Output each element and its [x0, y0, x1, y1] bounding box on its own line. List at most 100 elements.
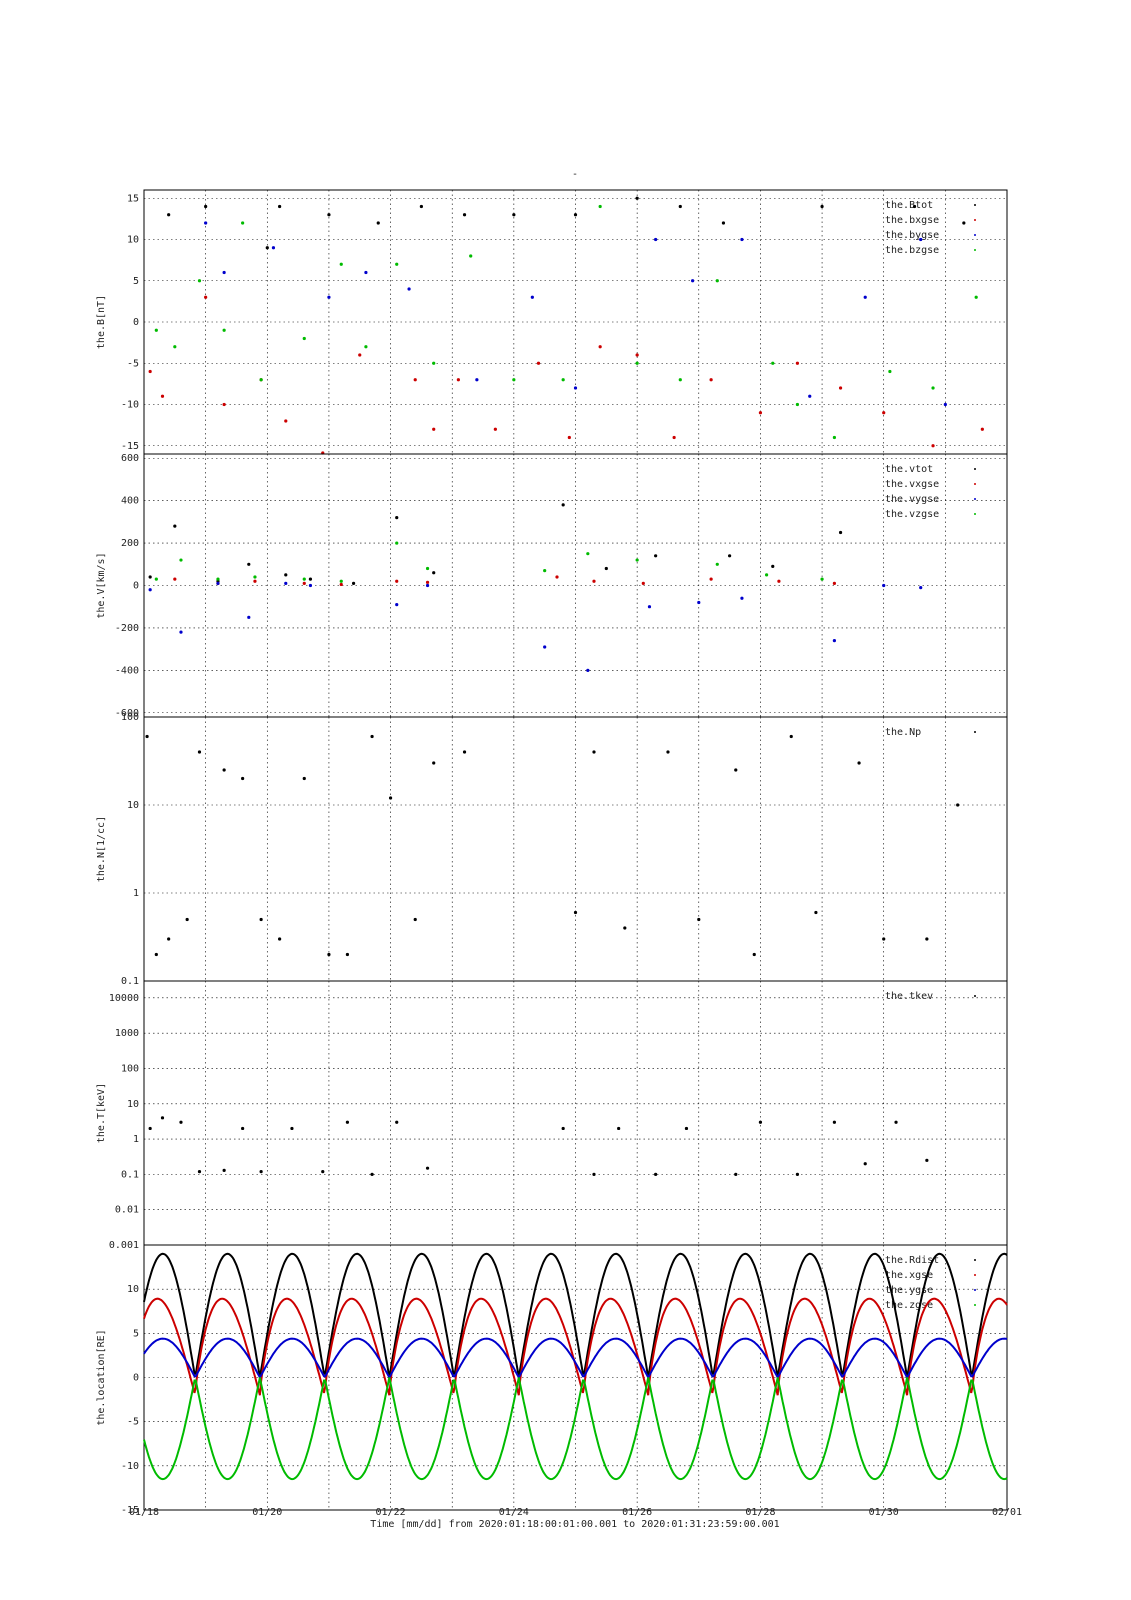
legend-marker [974, 731, 976, 733]
data-point [419, 204, 423, 209]
data-point [678, 204, 682, 209]
legend-entry: the.xgse [885, 1270, 933, 1281]
legend-marker [974, 1274, 976, 1276]
data-point [561, 1126, 565, 1131]
y-tick-label: -5 [127, 1417, 139, 1428]
legend-marker [974, 234, 976, 236]
data-point [789, 734, 793, 739]
legend-marker [974, 468, 976, 470]
data-point [290, 1126, 294, 1131]
data-point [339, 262, 343, 266]
data-point [715, 562, 719, 566]
data-point [413, 917, 417, 922]
data-point [388, 796, 393, 800]
data-point [173, 577, 177, 581]
data-point [462, 750, 467, 754]
data-point [912, 204, 917, 209]
panels: 151050-5-10-15the.B[nT]the.Btotthe.bxgse… [96, 189, 1022, 1518]
data-point [795, 1172, 800, 1176]
data-point [684, 1126, 689, 1131]
data-point [604, 566, 608, 571]
data-point [160, 394, 165, 398]
data-point [758, 1120, 763, 1124]
y-tick-label: 1 [133, 1134, 139, 1145]
y-tick-label: -10 [121, 400, 139, 411]
y-tick-label: 0.1 [121, 1169, 139, 1180]
data-point [222, 270, 226, 275]
data-point [617, 1126, 621, 1131]
data-point [931, 386, 935, 390]
data-point [654, 1172, 658, 1176]
data-point [308, 583, 313, 588]
data-point [635, 196, 639, 200]
data-point [173, 524, 177, 528]
y-axis-label: the.B[nT] [96, 295, 107, 349]
x-tick-label: 01/22 [376, 1507, 406, 1518]
data-point [647, 605, 652, 609]
data-point [222, 768, 226, 772]
legend-marker [974, 249, 976, 251]
y-tick-label: -600 [115, 708, 139, 719]
data-point [530, 295, 534, 299]
data-point [284, 573, 288, 577]
data-point [247, 562, 251, 566]
legend-entry: the.Btot [885, 200, 933, 211]
panel-4: 10000 1000 100 10 1 0.1 0.01 0.001 the.T[keV] the… [96, 980, 1008, 1251]
data-point [241, 221, 245, 225]
data-point [339, 582, 343, 587]
x-tick-label: 01/30 [869, 1507, 899, 1518]
data-point [197, 750, 202, 754]
data-point [573, 910, 578, 915]
data-point [265, 246, 269, 250]
data-point [962, 221, 966, 225]
y-tick-label: 10 [127, 800, 139, 811]
legend-entry: the.vxgse [885, 479, 939, 490]
y-tick-label: 100 [121, 712, 139, 723]
data-point [253, 575, 257, 579]
data-point [370, 734, 374, 739]
data-point [832, 581, 837, 585]
data-point [555, 575, 559, 579]
data-point [278, 937, 282, 941]
series-line [143, 1377, 1008, 1481]
data-point [925, 1158, 929, 1162]
data-point [308, 577, 313, 581]
data-point [536, 361, 541, 365]
data-point [456, 378, 460, 382]
legend-entry: the.vygse [885, 494, 939, 505]
data-point [493, 427, 497, 431]
x-tick-label: 01/20 [252, 1507, 282, 1518]
y-tick-label: 400 [121, 496, 139, 507]
data-point [795, 402, 800, 407]
data-point [241, 776, 245, 781]
data-point [592, 750, 596, 754]
data-point [395, 579, 399, 583]
data-point [888, 369, 892, 374]
data-point [820, 204, 824, 209]
data-point [832, 639, 837, 643]
data-point [721, 221, 726, 225]
data-point [567, 435, 571, 440]
data-point [179, 1120, 183, 1124]
data-point [259, 378, 263, 382]
panel-1: 15 10 5 0 -5 -10 -15 the.B[nT] the.Btot the.bxgse… [96, 189, 1008, 455]
data-point [764, 573, 769, 577]
data-point [573, 386, 578, 390]
data-point [154, 577, 158, 581]
y-tick-label: 10 [127, 1284, 139, 1295]
y-tick-label: -10 [121, 1461, 139, 1472]
data-point [894, 1120, 898, 1124]
series-line [143, 1252, 1008, 1378]
data-point [432, 427, 436, 431]
x-tick-label: 01/28 [745, 1507, 775, 1518]
y-tick-label: 0 [133, 1373, 139, 1384]
data-point [586, 668, 590, 672]
data-point [284, 419, 288, 423]
y-tick-label: -15 [121, 441, 139, 452]
panel-5: 10 5 0 -5 -10 -15 the.location[RE] the.Rdist the… [96, 1244, 1008, 1516]
data-point [148, 588, 152, 592]
panel-2: 600 400 200 0 -200 -400 -600 the.V[km/s] the.vto… [96, 453, 1008, 719]
y-tick-label: 1000 [115, 1028, 139, 1039]
legend-entry: the.Np [885, 727, 921, 738]
